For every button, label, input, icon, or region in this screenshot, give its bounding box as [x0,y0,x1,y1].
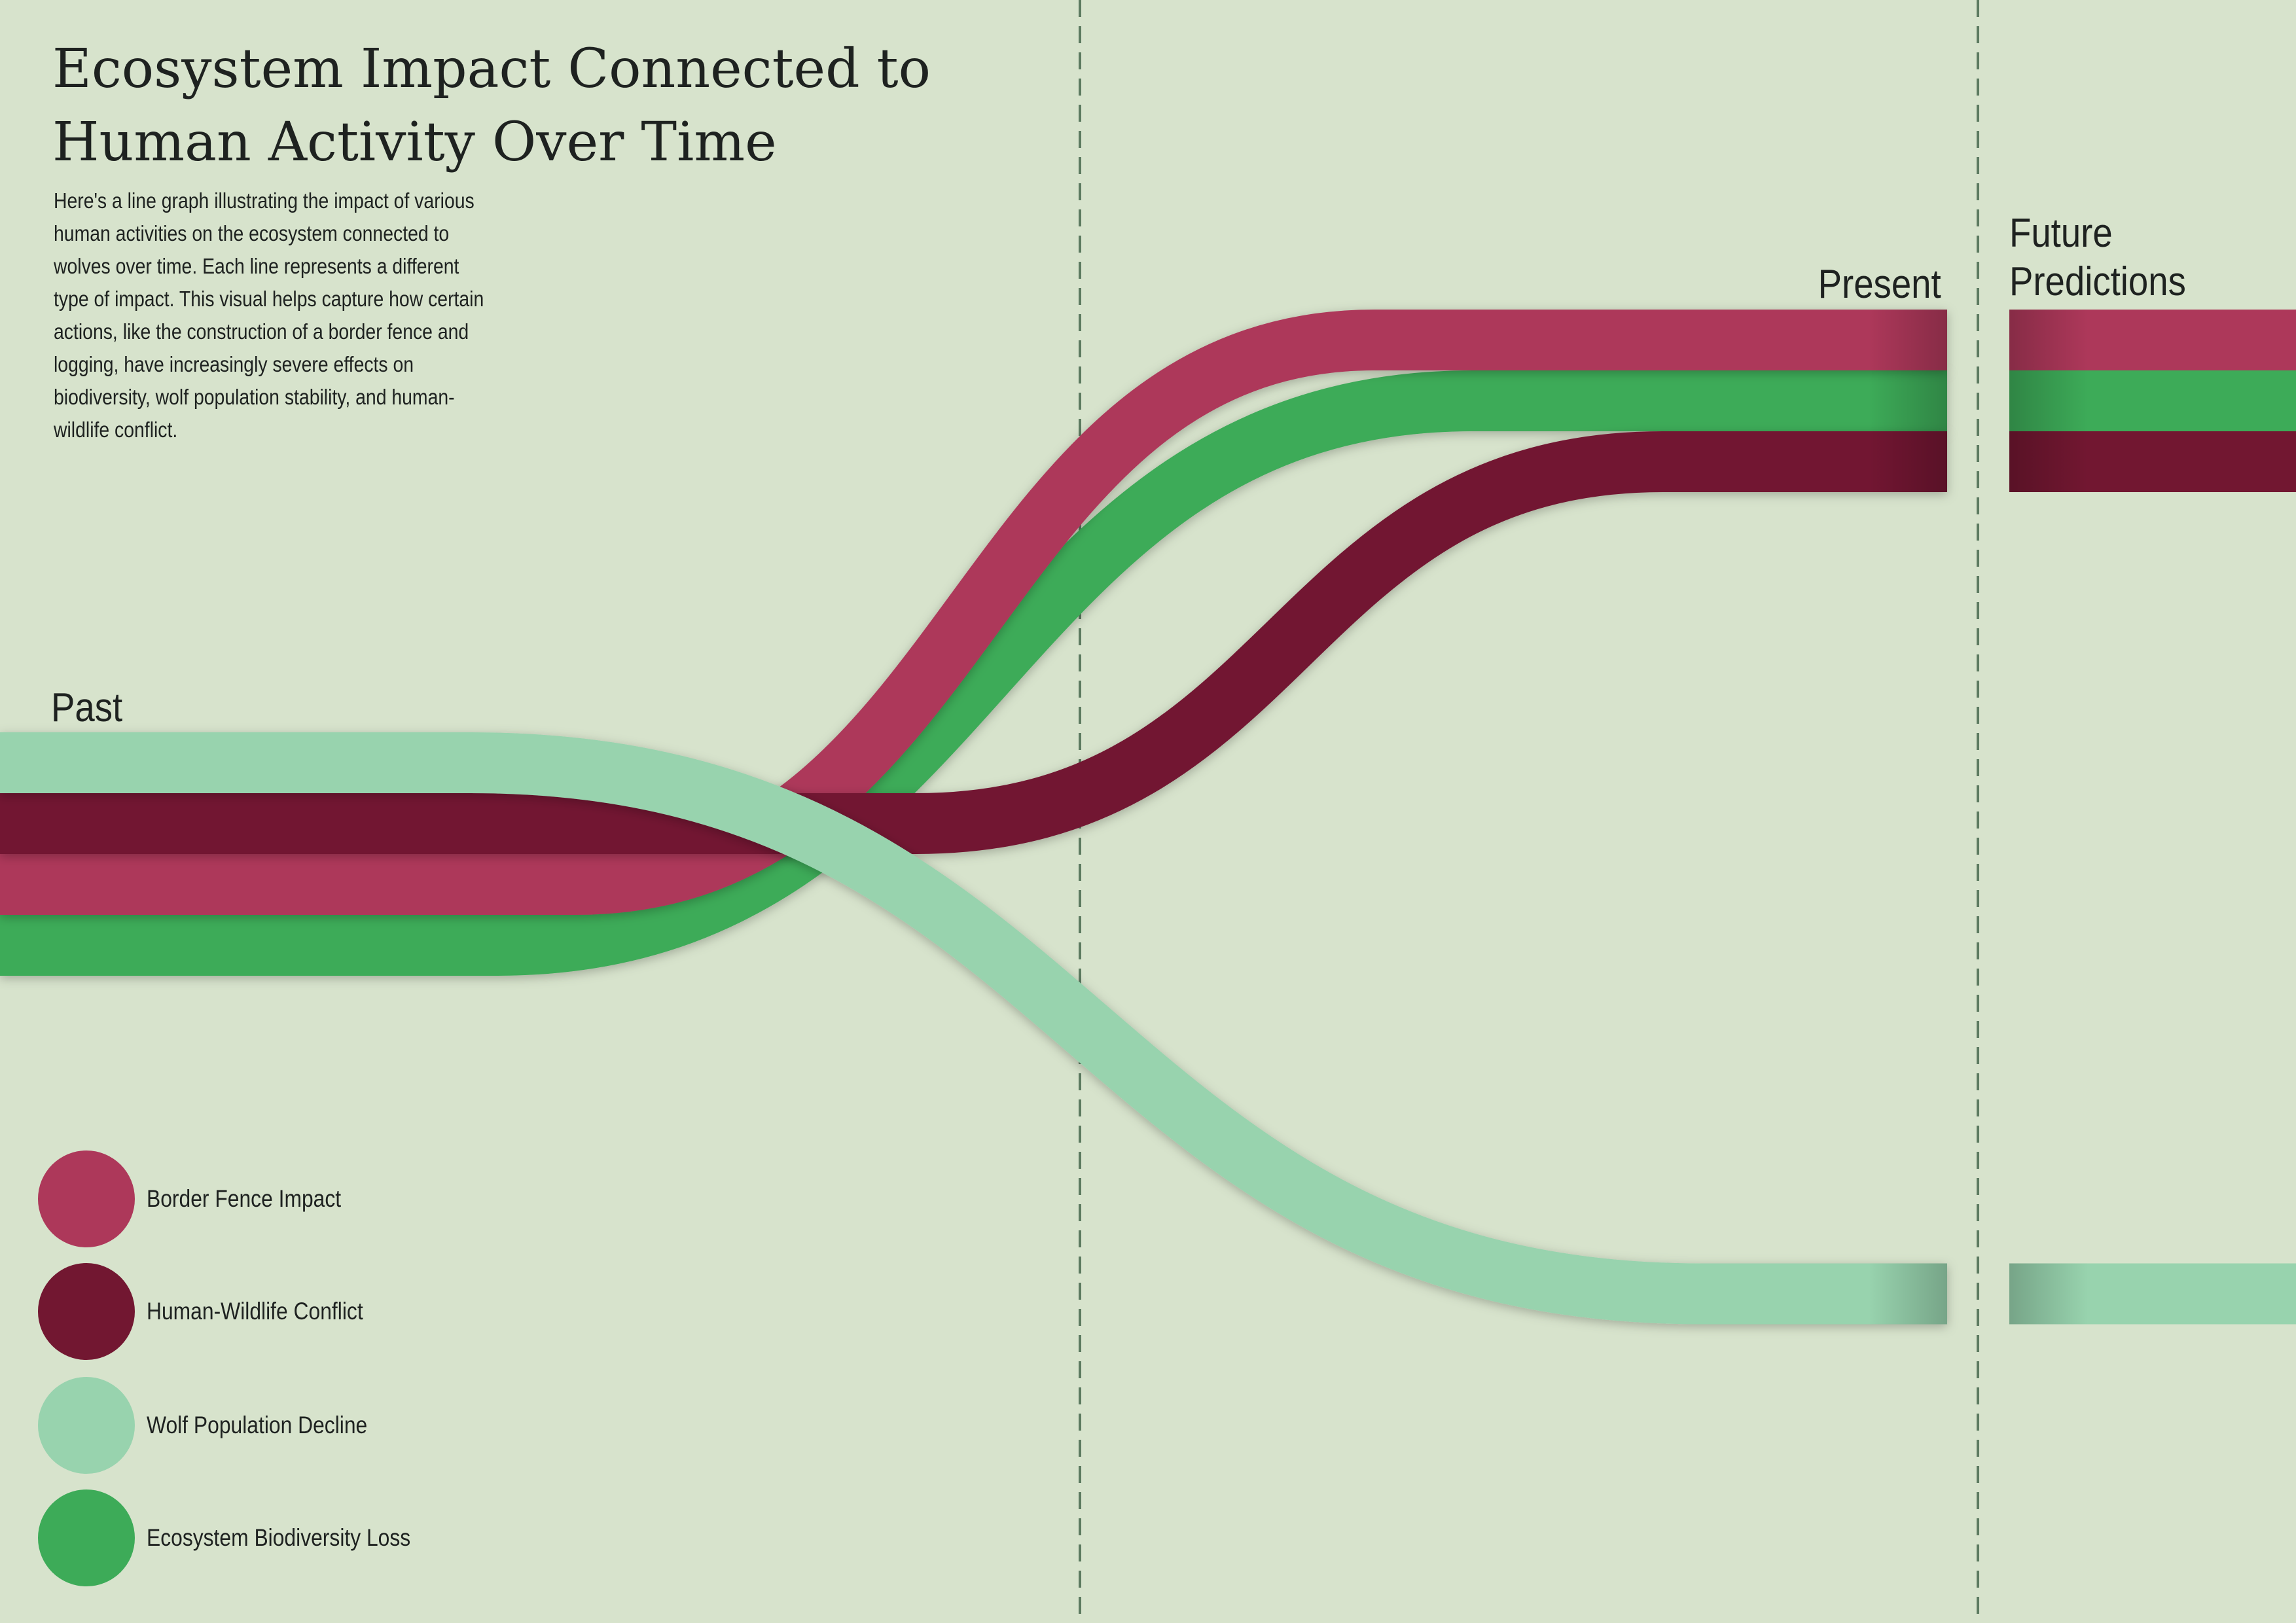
period-label-future: Future Predictions [2009,209,2251,306]
chart-subtitle: Here's a line graph illustrating the imp… [54,188,484,442]
period-label-present: Present [1818,262,1941,307]
legend-label: Wolf Population Decline [147,1412,368,1438]
legend-swatch [38,1489,135,1586]
legend-item-border-fence: Border Fence Impact [38,1150,562,1247]
series-fade-future-ecosystem-biodiversity-loss [2009,370,2088,431]
series-line-ecosystem-biodiversity-loss [0,370,1947,976]
period-label-future-text: Future Predictions [2009,211,2186,304]
series-fade-future-border-fence-impact [2009,310,2088,370]
chart-title: Ecosystem Impact Connected to Human Acti… [52,38,931,173]
series-ribbons [0,310,2296,1325]
legend-swatch [38,1377,135,1474]
legend-swatch [38,1150,135,1247]
series-fade-future-human-wildlife-conflict [2009,431,2088,492]
legend-item-wolf-decline: Wolf Population Decline [38,1377,562,1474]
series-line-border-fence-impact [0,310,1947,915]
legend-label: Ecosystem Biodiversity Loss [147,1524,411,1551]
legend-swatch [38,1263,135,1360]
series-line-wolf-population-decline [0,732,1947,1325]
legend-label: Border Fence Impact [147,1185,342,1212]
series-fade-present-ecosystem-biodiversity-loss [1869,370,1947,431]
legend-label: Human-Wildlife Conflict [147,1298,363,1325]
series-fade-present-human-wildlife-conflict [1869,431,1947,492]
legend-item-biodiversity: Ecosystem Biodiversity Loss [38,1489,562,1586]
period-label-past: Past [51,685,123,730]
series-fade-present-wolf-population-decline [1869,1263,1947,1325]
series-line-human-wildlife-conflict [0,431,1947,854]
series-fade-present-border-fence-impact [1869,310,1947,370]
legend-item-human-wildlife: Human-Wildlife Conflict [38,1263,562,1360]
series-fade-future-wolf-population-decline [2009,1263,2088,1325]
